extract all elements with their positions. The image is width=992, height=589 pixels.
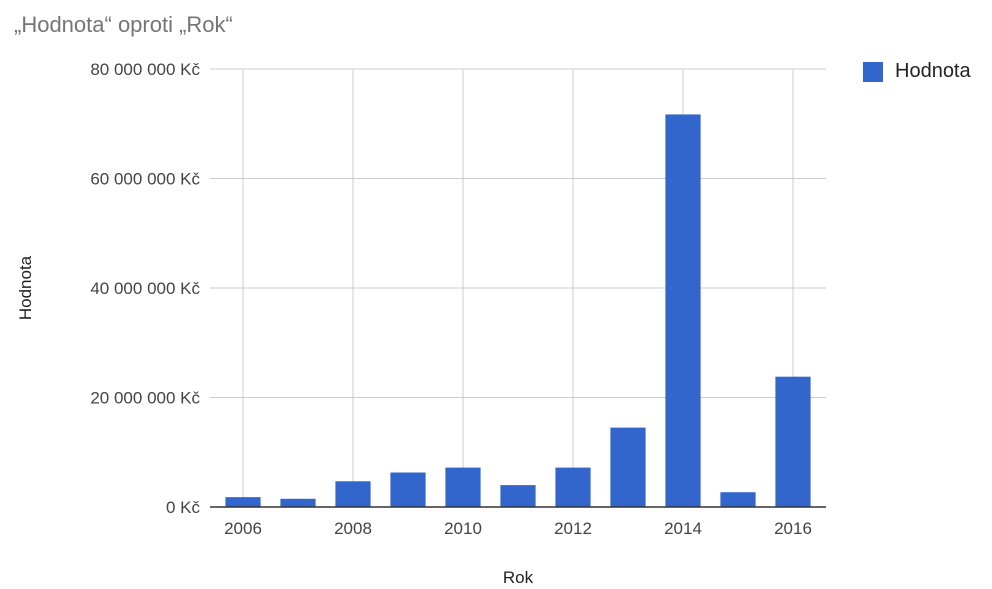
y-tick-labels: 0 Kč 20 000 000 Kč 40 000 000 Kč 60 000 000… [90, 60, 200, 517]
x-tick-label: 2014 [664, 519, 702, 538]
y-tick-label: 0 Kč [166, 498, 201, 517]
bar [555, 467, 591, 507]
x-tick-label: 2016 [774, 519, 812, 538]
bar [445, 467, 481, 507]
bar [280, 498, 316, 507]
x-tick-label: 2012 [554, 519, 592, 538]
bar [390, 472, 426, 507]
bar [500, 485, 536, 507]
x-axis-title: Rok [503, 568, 534, 587]
y-tick-label: 60 000 000 Kč [90, 170, 200, 189]
legend-swatch [863, 61, 883, 82]
bar [225, 497, 261, 507]
bar [610, 427, 646, 507]
legend: Hodnota [863, 60, 971, 83]
x-tick-label: 2010 [444, 519, 482, 538]
y-axis-title: Hodnota [16, 255, 35, 320]
y-tick-label: 20 000 000 Kč [90, 389, 200, 408]
x-tick-labels: 2006 2008 2010 2012 2014 2016 [224, 519, 812, 538]
grid-lines [210, 68, 826, 507]
legend-label: Hodnota [895, 60, 971, 82]
bars [225, 114, 811, 507]
bar [665, 114, 701, 507]
bar [775, 376, 811, 507]
bar [335, 481, 371, 507]
y-tick-label: 40 000 000 Kč [90, 279, 200, 298]
chart-title: „Hodnota“ oproti „Rok“ [14, 12, 233, 37]
bar [720, 492, 756, 507]
x-tick-label: 2006 [224, 519, 262, 538]
x-tick-label: 2008 [334, 519, 372, 538]
y-tick-label: 80 000 000 Kč [90, 60, 200, 79]
